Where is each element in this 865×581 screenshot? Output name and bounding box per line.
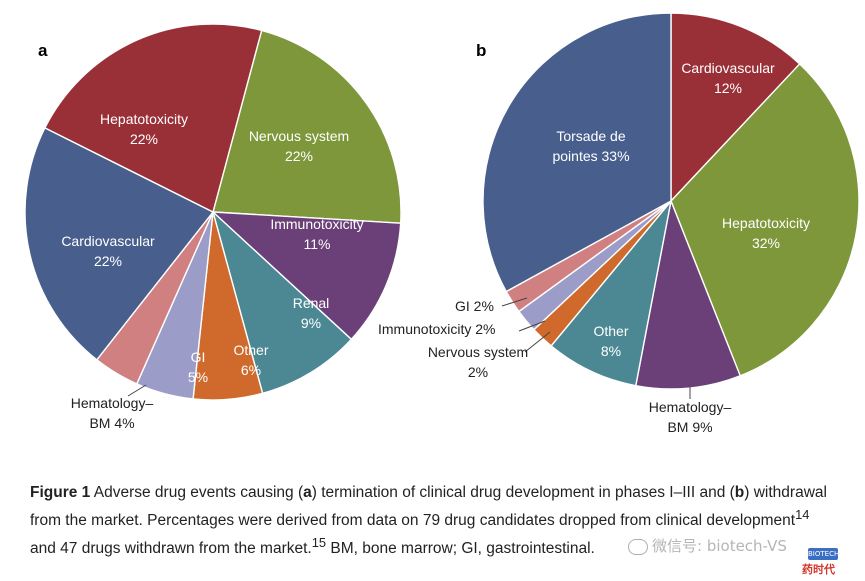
logo-text: 药时代 <box>802 563 835 576</box>
pie-a-label-gi: GI 5% <box>188 349 208 385</box>
pie-b-label-nervous: Nervous system 2% <box>428 344 528 380</box>
caption-panel-b: b <box>734 484 745 501</box>
pie-b-slice-hepato <box>670 62 860 377</box>
pie-b-slice-other <box>550 200 672 387</box>
watermark: 微信号: biotech-VS <box>628 535 787 556</box>
pie-a-slice-nervous <box>212 29 402 224</box>
watermark-logo: BIOTECH 药时代 <box>800 548 846 576</box>
caption-ref-14: 14 <box>795 507 810 522</box>
pie-a-label-cardio: Cardiovascular 22% <box>61 233 155 269</box>
pie-b-label-cardio: Cardiovascular 12% <box>681 60 775 96</box>
watermark-text: 微信号: biotech-VS <box>652 537 787 555</box>
pie-b-leader-nervous <box>524 331 551 353</box>
panel-label-b: b <box>476 41 486 60</box>
pie-a-slice-renal <box>211 209 353 395</box>
wechat-icon <box>628 538 648 555</box>
caption-text-4: and 47 drugs withdrawn from the market. <box>30 540 312 558</box>
pie-a-leader-hema <box>127 384 147 397</box>
pie-a-slice-immuno <box>211 211 402 341</box>
pie-b-slice-torsade <box>482 12 672 293</box>
pie-b-label-gi: GI 2% <box>455 298 494 314</box>
pie-a-label-renal: Renal 9% <box>293 295 330 331</box>
pie-a-label-other: Other 6% <box>233 342 268 378</box>
figure-caption: Figure 1 Adverse drug events causing (a)… <box>30 482 830 560</box>
pie-b-leader-gi <box>501 297 528 307</box>
caption-text-1: Adverse drug events causing ( <box>90 484 304 501</box>
pie-b-label-hema: Hematology– BM 9% <box>649 399 732 435</box>
caption-text-5: BM, bone marrow; GI, gastrointestinal. <box>326 540 595 558</box>
caption-figure-label: Figure 1 <box>30 484 91 501</box>
pie-a-label-hema: Hematology– BM 4% <box>71 395 154 431</box>
logo-badge: BIOTECH <box>808 548 840 560</box>
caption-panel-a: a <box>303 484 312 501</box>
pie-a-label-hepato: Hepatotoxicity 22% <box>100 111 188 147</box>
pie-b-slice-cardio <box>670 12 801 203</box>
pie-b-label-immuno: Immunotoxicity 2% <box>378 321 495 337</box>
panel-label-a: a <box>38 41 48 60</box>
pie-a-slice-cardio <box>24 126 215 361</box>
pie-a-slice-hepato <box>43 23 263 214</box>
caption-text-2: ) termination of clinical drug developme… <box>311 484 735 501</box>
pie-chart-a: Nervous system 22% Immunotoxicity 11% Renal 9… <box>24 23 402 431</box>
pie-b-slice-hema <box>634 198 742 390</box>
pie-b-label-other: Other 8% <box>593 323 628 359</box>
pie-a-label-nervous: Nervous system 22% <box>249 128 349 164</box>
figure-panels: a b Nervous system 22% Immunotoxicity 11% Re… <box>24 12 860 435</box>
pie-a-label-immuno: Immunotoxicity 11% <box>270 216 363 252</box>
pie-chart-b: Cardiovascular 12% Hepatotoxicity 32% Hemato… <box>378 12 860 435</box>
pie-b-label-torsade: Torsade de pointes 33% <box>552 128 629 164</box>
pie-b-leader-immuno <box>518 320 546 332</box>
pie-b-label-hepato: Hepatotoxicity 32% <box>722 215 810 251</box>
caption-ref-15: 15 <box>311 535 327 551</box>
caption-text-3: ) withdrawal from the market. Percentage… <box>30 484 827 530</box>
